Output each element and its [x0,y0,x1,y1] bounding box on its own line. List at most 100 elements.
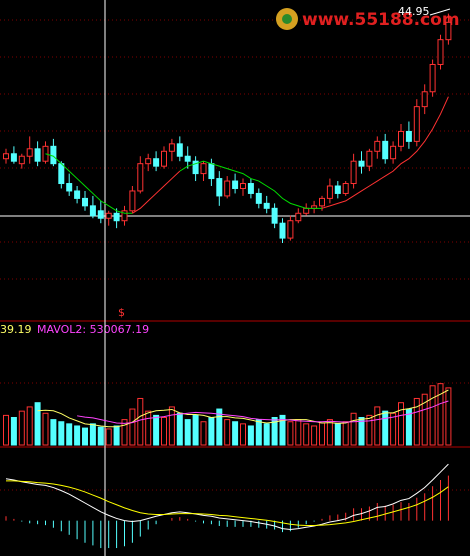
candle-body [445,21,452,41]
signal-marker: $ [118,306,125,319]
moving-average [132,96,449,214]
volume-bar [200,421,207,446]
volume-bar [263,423,270,446]
logo [282,14,292,24]
candle-body [168,143,175,152]
watermark-text: www.55188.com [302,10,460,30]
volume-bar [295,419,302,446]
volume-bar [247,425,254,446]
volume-bar [113,425,120,446]
volume-bar [240,423,246,446]
volume-bar [129,408,136,446]
volume-bar [303,423,310,446]
candle-body [334,185,341,194]
volume-bar [255,419,262,446]
volume-bar [161,417,167,446]
candle-body [271,207,278,224]
volume-bar [398,402,404,446]
candle-body [34,148,41,162]
candle-body [413,106,420,142]
volume-bar [192,414,199,446]
volume-bar [326,419,333,446]
volume-bar [3,414,9,446]
candle-body [263,202,270,209]
volume-bar [153,414,160,446]
volume-bar [121,419,128,446]
volume-bar [366,414,373,446]
volume-bar [437,383,444,446]
moving-average [45,153,322,214]
volume-bar [105,428,112,446]
volume-bar [445,387,452,446]
volume-bar [184,419,191,446]
volume-bar [350,412,357,446]
volume-bar [10,417,17,446]
candle-body [74,190,81,199]
volume-bar [413,397,420,446]
candle-body [216,178,223,197]
volume-bar [279,414,286,446]
volume-bar [429,385,436,446]
candle-body [255,192,262,204]
candle-body [58,163,65,185]
volume-bar [232,421,239,446]
volume-bar [176,412,183,446]
candle-body [224,180,231,197]
candle-body [405,130,412,142]
volume-bar [374,406,381,446]
candle-body [279,222,286,239]
volume-bar [358,417,365,446]
mavol2-label: MAVOL2: 530067.19 [37,323,149,336]
volume-bar [58,421,65,446]
candle-body [437,39,444,65]
candle-body [137,163,144,192]
volume-bar [311,425,318,446]
candle-body [66,183,73,192]
volume-average [77,400,449,424]
candle-body [184,155,191,162]
candle-body [200,163,207,175]
candle-body [10,153,17,162]
volume-bar [66,423,73,446]
candle-body [176,143,183,157]
candle-body [303,207,310,214]
candle-body [247,183,254,194]
candle-body [232,180,239,189]
volume-bar [26,406,33,446]
candle-body [326,185,333,199]
watermark: www.55188.com [276,8,460,30]
volume-bar [74,425,81,446]
candle-body [366,150,373,167]
candle-body [113,212,120,222]
candle-body [161,150,167,167]
volume-bar [319,422,325,446]
mavol1-label: 39.19 [0,323,32,336]
macd-line [6,480,449,527]
candle-body [319,197,325,207]
volume-bar [82,427,88,446]
candle-body [350,160,357,185]
candle-body [374,140,381,152]
volume-bar [216,408,223,446]
candle-body [295,212,302,222]
candle-body [89,205,96,217]
volume-bar [287,421,294,446]
volume-bar [34,402,41,446]
candle-body [421,91,428,108]
volume-bar [137,397,144,446]
volume-bar [421,393,428,446]
candle-body [342,183,349,194]
volume-bar [18,410,25,446]
volume-bar [271,417,278,446]
candle-body [129,190,136,212]
volume-bar [224,419,231,446]
volume-bar [342,421,349,446]
volume-average [37,389,449,428]
candle-body [50,145,57,165]
candle-body [287,220,294,239]
volume-bar [145,410,152,446]
candle-body [26,148,33,157]
volume-bar [334,423,341,446]
candle-body [429,63,436,93]
